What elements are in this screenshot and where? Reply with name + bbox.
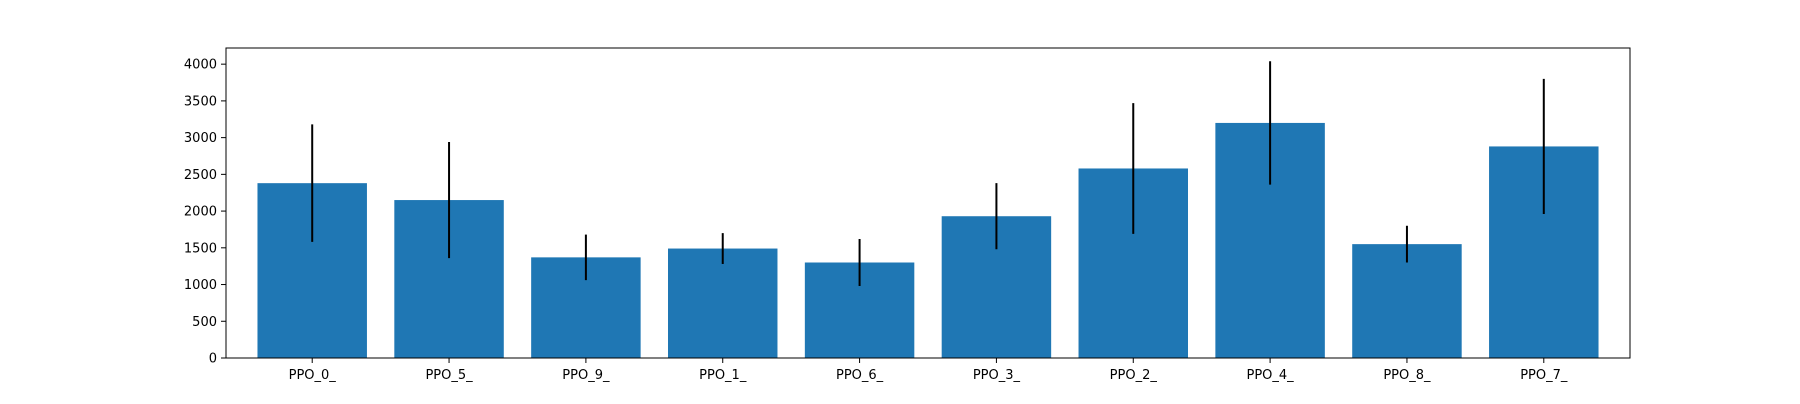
x-tick-label: PPO_1_ [699,368,747,383]
plot-frame [225,47,1631,359]
y-tick-label: 1000 [184,278,217,293]
y-tick-label: 500 [192,315,217,330]
x-tick-label: PPO_6_ [836,368,884,383]
y-tick-label: 2500 [184,168,217,183]
y-tick-label: 2000 [184,205,217,220]
bar-ppo-1 [668,248,778,358]
x-tick-label: PPO_5_ [425,368,473,383]
x-tick-label: PPO_3_ [973,368,1021,383]
axes-layer: 0 500 1000 1500 2000 2500 3000 3500 4000 PPO_0_ PP… [184,47,1631,383]
x-tick-label: PPO_8_ [1383,368,1431,383]
y-tick-label: 3000 [184,131,217,146]
y-tick-label: 0 [209,352,217,367]
x-tick-label: PPO_2_ [1110,368,1158,383]
y-tick-label: 3500 [184,94,217,109]
y-tick-label: 1500 [184,241,217,256]
error-bars-layer [311,61,1545,287]
bars-layer [257,122,1599,358]
x-tick-label: PPO_0_ [289,368,337,383]
x-tick-label: PPO_9_ [562,368,610,383]
x-tick-label: PPO_7_ [1520,368,1568,383]
bar-ppo-8 [1352,244,1462,358]
y-tick-label: 4000 [184,58,217,73]
x-tick-label: PPO_4_ [1247,368,1295,383]
